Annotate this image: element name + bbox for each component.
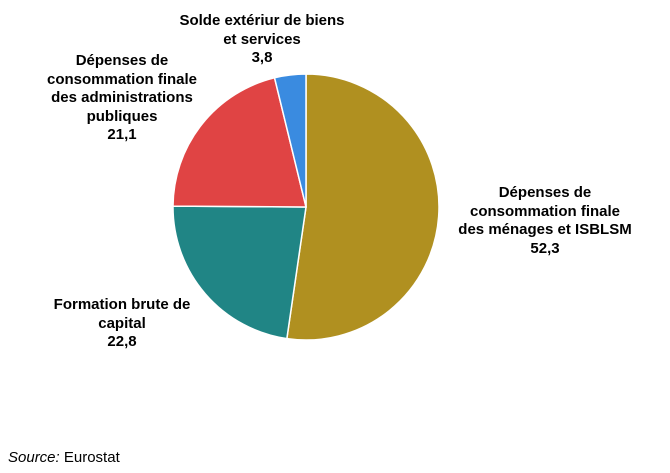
source-prefix: Source:	[8, 449, 60, 466]
slice-label-line: Formation brute de	[53, 296, 191, 313]
slice-label-line: des ménages et ISBLSM	[458, 221, 632, 238]
slice-value-label: 3,8	[251, 49, 273, 66]
slice-label-formation: Formation brute de capital 22,8	[54, 296, 191, 352]
slice-label-line: publiques	[86, 107, 158, 125]
slice-label-line: et services	[223, 30, 301, 48]
source-note: Source: Eurostat	[8, 449, 120, 466]
slice-value-label: 52,3	[530, 239, 560, 257]
slice-label-line: consommation finale	[469, 202, 621, 220]
pie-slice	[285, 73, 440, 341]
slice-label-line: Solde extériur de biens	[179, 12, 345, 29]
pie-slice	[273, 73, 307, 208]
slice-label-line: Dépenses de	[75, 52, 169, 69]
slice-label-line: Dépenses de	[498, 184, 592, 201]
slice-label-line: consommation finale	[46, 70, 198, 88]
slice-value-label: 21,1	[107, 126, 137, 143]
slice-label-administrations: Dépenses de consommation finale des admini…	[47, 52, 197, 145]
slice-label-solde: Solde extériur de biens et services 3,8	[179, 12, 344, 68]
slice-label-line: capital	[98, 314, 146, 332]
pie-slice	[172, 76, 307, 208]
slice-value-label: 22,8	[107, 333, 137, 350]
slice-label-line: des administrations	[51, 89, 193, 106]
pie-slice	[172, 205, 307, 340]
source-text: Eurostat	[59, 449, 120, 466]
slice-label-menages: Dépenses de consommation finale des ménage…	[458, 184, 631, 258]
